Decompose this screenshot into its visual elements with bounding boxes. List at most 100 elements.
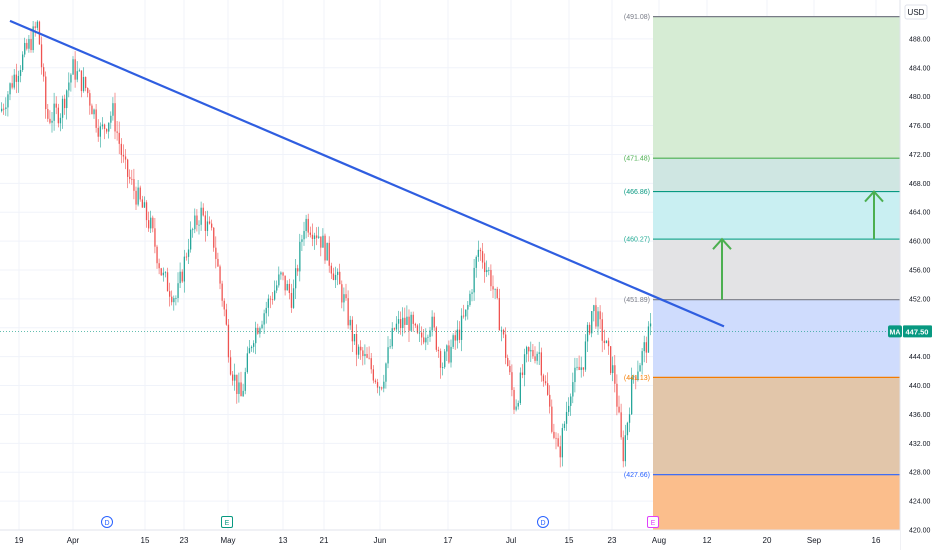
candle-body xyxy=(391,328,393,347)
candle-body xyxy=(313,235,316,239)
price-tick-label: 420.00 xyxy=(909,528,931,535)
candle-body xyxy=(408,316,410,331)
price-tick-label: 480.00 xyxy=(909,94,931,101)
candle-body xyxy=(494,288,496,290)
candle-body xyxy=(150,217,152,229)
currency-button[interactable] xyxy=(904,4,928,20)
candle-body xyxy=(166,272,169,292)
candle-body xyxy=(471,292,473,294)
candle-body xyxy=(80,70,83,92)
price-axis[interactable]: 488.00 484.00 480.00 476.00 472.00 468.00 464.… xyxy=(909,36,931,534)
candle-body xyxy=(299,241,301,272)
candle-body xyxy=(532,349,534,357)
candle-body xyxy=(498,298,500,331)
candle-body xyxy=(452,335,454,347)
candle-body xyxy=(618,406,620,413)
candle-body xyxy=(372,369,374,381)
candle-body xyxy=(542,375,545,382)
time-tick-label: Apr xyxy=(67,536,80,545)
candle-body xyxy=(490,270,492,287)
candle-body xyxy=(5,107,7,110)
candle-body xyxy=(143,202,146,208)
candle-body xyxy=(463,315,465,317)
candle-body xyxy=(24,42,26,55)
candle-body xyxy=(635,376,637,380)
fibonacci-level-label: (451.89) xyxy=(624,297,650,304)
candle-body xyxy=(496,288,498,299)
time-axis[interactable]: 19 Apr 15 23 May 13 21 Jun 17 Jul 15 23 Aug 12 20 Sep 16 xyxy=(15,536,881,545)
candle-body xyxy=(250,346,253,349)
candle-body xyxy=(448,345,450,363)
candle-body xyxy=(563,423,566,429)
candle-body xyxy=(374,380,377,383)
dividend-circle xyxy=(101,516,113,528)
candle-body xyxy=(568,405,570,412)
time-tick-label: 21 xyxy=(320,536,329,545)
candle-body xyxy=(538,352,540,354)
candle-body xyxy=(215,247,217,259)
candle-body xyxy=(116,131,118,133)
candle-body xyxy=(580,367,582,370)
candle-body xyxy=(229,357,232,375)
candle-body xyxy=(196,215,198,225)
candle-body xyxy=(106,128,108,132)
candle-body xyxy=(366,353,368,358)
time-tick-label: 16 xyxy=(872,536,881,545)
candle-body xyxy=(162,272,164,276)
candle-body xyxy=(57,107,59,124)
candle-body xyxy=(280,272,282,275)
candle-body xyxy=(179,271,181,284)
candle-body xyxy=(387,347,389,364)
candle-body xyxy=(234,374,236,381)
time-tick-label: 23 xyxy=(608,536,617,545)
candle-body xyxy=(320,236,322,248)
candle-body xyxy=(332,273,335,280)
candle-body xyxy=(469,293,471,305)
candle-body xyxy=(45,76,47,110)
candle-body xyxy=(351,319,353,342)
candle-body xyxy=(66,90,68,109)
candle-body xyxy=(183,256,185,282)
price-tick-label: 452.00 xyxy=(909,296,931,303)
candle-body xyxy=(49,118,51,123)
candle-body xyxy=(141,199,143,208)
candle-body xyxy=(578,366,580,370)
candle-body xyxy=(379,387,381,389)
candle-body xyxy=(326,242,328,261)
candle-body xyxy=(641,351,643,366)
candle-body xyxy=(322,235,324,248)
earnings-box xyxy=(221,516,233,528)
candle-body xyxy=(385,363,387,382)
candle-body xyxy=(282,272,284,276)
candle-body xyxy=(185,256,188,258)
candle-body xyxy=(486,270,488,273)
price-tick-label: 468.00 xyxy=(909,181,931,188)
candle-body xyxy=(284,275,286,291)
candle-body xyxy=(376,382,379,388)
time-axis-background xyxy=(0,530,900,550)
price-axis-background xyxy=(900,0,932,550)
candle-body xyxy=(19,70,22,76)
candle-body xyxy=(345,294,347,299)
fibonacci-zone xyxy=(653,377,900,475)
candle-body xyxy=(467,304,469,310)
candle-body xyxy=(475,256,477,268)
candle-body xyxy=(223,300,225,310)
candle-body xyxy=(295,268,297,289)
candle-body xyxy=(305,218,307,232)
candle-body xyxy=(309,232,311,235)
candle-body xyxy=(488,270,490,271)
trendline[interactable] xyxy=(9,19,725,328)
candle-body xyxy=(431,316,433,331)
candle-body xyxy=(61,98,64,118)
candle-body xyxy=(152,217,154,229)
candle-body xyxy=(227,324,230,358)
candle-body xyxy=(643,342,645,352)
event-marker-letter: E xyxy=(651,520,656,527)
candle-body xyxy=(416,325,419,333)
candle-body xyxy=(175,297,177,299)
candle-body xyxy=(202,207,204,216)
candle-body xyxy=(460,315,463,340)
candle-body xyxy=(160,268,162,276)
candle-body xyxy=(198,224,200,226)
